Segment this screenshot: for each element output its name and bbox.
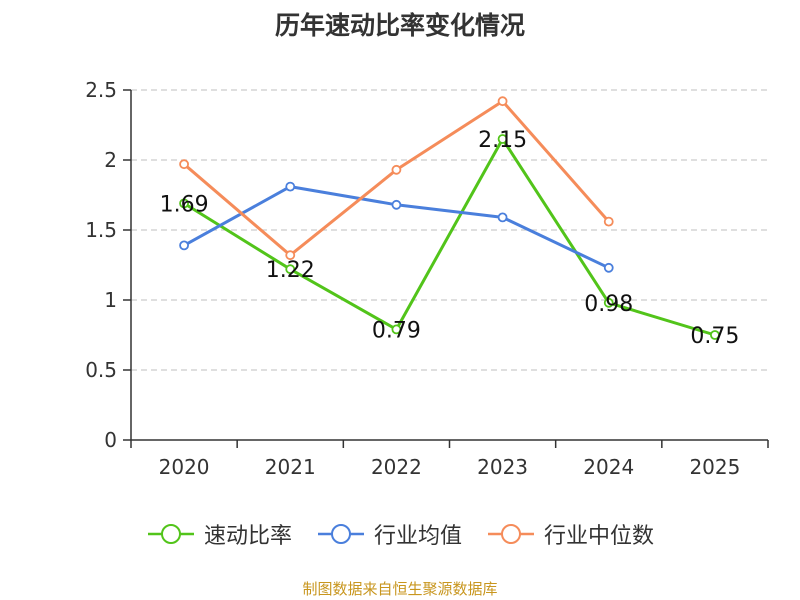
source-note: 制图数据来自恒生聚源数据库 (302, 580, 498, 598)
data-point (497, 212, 508, 223)
data-point (710, 330, 720, 340)
y-tick-label: 0.5 (85, 358, 117, 382)
data-point (285, 250, 296, 261)
series-line-1 (183, 185, 610, 270)
data-point (179, 240, 189, 251)
legend-item-quick-ratio[interactable]: 速动比率 (146, 518, 292, 550)
x-tick-label: 2021 (265, 455, 316, 479)
data-point (391, 164, 402, 175)
legend-item-industry-median[interactable]: 行业中位数 (486, 518, 654, 550)
series-line-0 (183, 137, 716, 337)
chart-title: 历年速动比率变化情况 (274, 11, 525, 40)
data-point (603, 297, 614, 308)
data-point (603, 262, 614, 273)
legend-label: 行业均值 (373, 524, 462, 549)
legend-label: 行业中位数 (544, 524, 655, 549)
legend-line-icon (317, 524, 364, 544)
data-point (603, 216, 614, 227)
data-label: 0.98 (584, 292, 633, 317)
y-tick-label: 1 (104, 288, 117, 312)
data-point (497, 134, 508, 144)
data-label: 1.22 (266, 258, 315, 283)
y-tick-label: 2 (104, 148, 117, 172)
data-label: 2.15 (478, 128, 527, 153)
data-point (179, 159, 189, 170)
legend-line-icon (147, 524, 194, 544)
data-label: 0.79 (372, 318, 421, 343)
x-tick-label: 2020 (159, 455, 210, 479)
data-point (391, 199, 402, 210)
y-tick-label: 1.5 (85, 218, 117, 242)
x-tick-label: 2024 (583, 455, 634, 479)
legend-label: 速动比率 (203, 524, 292, 549)
series-line-2 (183, 99, 610, 257)
data-label: 1.69 (160, 192, 209, 217)
legend-line-icon (488, 524, 534, 544)
chart-legend: 速动比率 行业均值 行业中位数 (0, 518, 800, 550)
data-label: 0.75 (690, 324, 739, 349)
data-point (391, 324, 402, 335)
x-tick-label: 2023 (477, 455, 528, 479)
legend-item-industry-mean[interactable]: 行业均值 (316, 518, 462, 550)
data-point (179, 198, 189, 209)
data-point (497, 96, 508, 107)
y-tick-label: 2.5 (85, 78, 117, 102)
data-point (285, 181, 296, 192)
x-tick-label: 2025 (689, 455, 740, 479)
x-tick-label: 2022 (371, 455, 422, 479)
y-tick-label: 0 (104, 428, 117, 452)
data-point (285, 264, 296, 275)
